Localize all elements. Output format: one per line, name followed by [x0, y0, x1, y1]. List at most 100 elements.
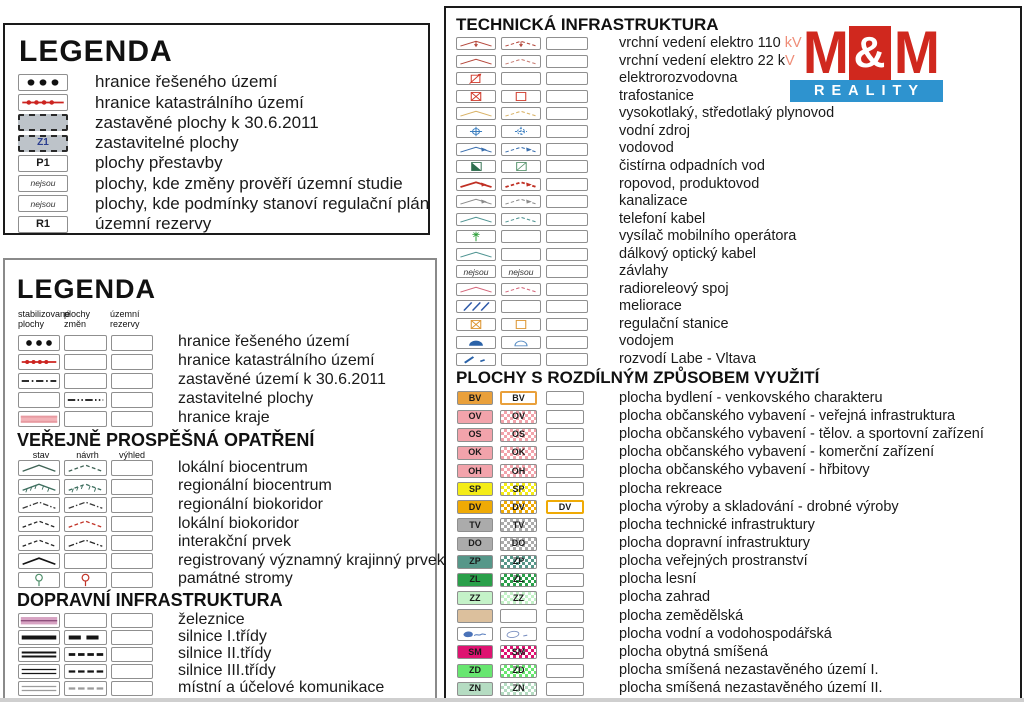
lolli-symbol [64, 571, 107, 588]
legend-rows: hranice řešeného území hranice katastráln… [5, 333, 435, 428]
legend-row: hranice řešeného území [5, 72, 428, 92]
chev-symbol [501, 212, 541, 226]
checker-symbol: SM [500, 645, 537, 660]
sqo-symbol [501, 318, 541, 332]
empty-symbol-box [111, 664, 153, 680]
dashdot-symbol [18, 372, 60, 389]
legend-label: zastavěné území k 30.6.2011 [178, 371, 386, 389]
legend-label: registrovaný významný krajinný prvek [178, 551, 445, 569]
legend-label: plocha smíšená nezastavěného území I. [619, 661, 879, 678]
empty-symbol-box [546, 212, 588, 226]
fill-symbol: SM [457, 645, 493, 660]
sqx-symbol [456, 89, 496, 103]
column-header: stabilizované plochy [18, 309, 71, 330]
legend-row: silnice III.třídy [5, 662, 435, 680]
empty-symbol-box [546, 391, 584, 406]
empty-symbol-box [111, 630, 153, 646]
empty-symbol-box [111, 353, 153, 370]
legend-row: DO DO plocha dopravní infrastruktury [446, 535, 1020, 553]
checker-symbol: TV [500, 518, 537, 533]
legend-label: trafostanice [619, 87, 694, 104]
legend-label: plocha smíšená nezastavěného území II. [619, 680, 883, 697]
legend-label: vrchní vedení elektro 110 kV [619, 35, 802, 52]
legend-rows: železnice silnice I.třídy silnice II.třídy… [5, 611, 435, 697]
legend-row: vrchní vedení elektro 110 kV [446, 35, 1020, 53]
legend-row: nejsou nejsou závlahy [446, 263, 1020, 281]
empty-symbol-box [500, 609, 537, 624]
logo-ampersand: & [853, 28, 886, 77]
chev-symbol [456, 282, 496, 296]
legend-label: vysílač mobilního operátora [619, 228, 797, 245]
legend-label: plocha občanského vybavení - komerční za… [619, 444, 935, 461]
column-header: výhled [118, 450, 145, 460]
section-title-transport: DOPRAVNÍ INFRASTRUKTURA [17, 590, 283, 611]
legend-row: zastavitelné plochy [5, 390, 435, 409]
note-symbol: nejsou [18, 175, 68, 193]
legend-row: SM SM plocha obytná smíšená [446, 643, 1020, 661]
legend-row: plocha zemědělská [446, 607, 1020, 625]
legend-label: zastavitelné plochy [178, 390, 314, 408]
legend-label: plochy přestavby [95, 153, 223, 173]
note-symbol: nejsou [456, 265, 496, 279]
note-symbol: nejsou [501, 265, 541, 279]
fill-symbol: ZP [457, 554, 493, 569]
empty-symbol-box [111, 334, 153, 351]
legend-label: rozvodí Labe - Vltava [619, 351, 757, 367]
hatch-symbol [456, 300, 496, 314]
fill-symbol: OV [457, 409, 493, 424]
pinkband-symbol [18, 410, 60, 427]
legend-row: zastavěné území k 30.6.2011 [5, 371, 435, 390]
sqo-symbol [501, 89, 541, 103]
legend-label: radioreleový spoj [619, 280, 729, 297]
sqhalf-symbol [456, 160, 496, 174]
chev-symbol [18, 534, 60, 551]
empty-symbol-box [501, 247, 541, 261]
roadbar-symbol [18, 630, 60, 646]
empty-symbol-box [501, 353, 541, 367]
legend-label: plocha lesní [619, 571, 697, 588]
empty-symbol-box [546, 335, 588, 349]
empty-symbol-box [546, 482, 584, 497]
empty-symbol-box [111, 460, 153, 477]
fill-symbol: DO [457, 536, 493, 551]
blobf-symbol [457, 627, 493, 642]
legend-row: OV OV plocha občanského vybavení - veřejná… [446, 408, 1020, 426]
empty-symbol-box [111, 478, 153, 495]
rail-symbol [18, 613, 60, 629]
checker-symbol: ZD [500, 663, 537, 678]
chev-symbol [456, 107, 496, 121]
column-headers: stabilizované plochy plochy změn územní rezer… [5, 309, 435, 331]
legend-label: vrchní vedení elektro 22 kV [619, 52, 795, 69]
empty-symbol-box [546, 572, 584, 587]
fill-symbol: ZD [457, 663, 493, 678]
empty-symbol-box [546, 177, 588, 191]
legend-panel-detailed: LEGENDA stabilizované plochy plochy změn úze… [3, 258, 445, 700]
empty-symbol-box [546, 409, 584, 424]
legend-row: památné stromy [5, 571, 435, 590]
legend-label: plocha vodní a vodohospodářská [619, 625, 832, 642]
empty-symbol-box [546, 681, 584, 696]
fill-symbol: OK [457, 445, 493, 460]
cross-symbol [456, 125, 496, 138]
legend-label: místní a účelové komunikace [178, 679, 385, 697]
chev-symbol [18, 553, 60, 570]
checker-symbol: OK [500, 445, 537, 460]
flower-symbol [456, 230, 496, 244]
empty-symbol-box [546, 160, 588, 174]
legend-row: hranice katastrálního území [5, 352, 435, 371]
logo-letter-m: M [802, 19, 848, 86]
legend-row: lokální biokoridor [5, 515, 435, 534]
empty-symbol-box [546, 54, 588, 68]
fill-symbol: DV [457, 500, 493, 515]
legend-row: plocha vodní a vodohospodářská [446, 625, 1020, 643]
legend-label: plocha výroby a skladování - drobné výro… [619, 498, 899, 515]
chev-symbol [501, 282, 541, 296]
legend-row: kanalizace [446, 193, 1020, 211]
label-overlap-text: V [785, 52, 795, 69]
legend-label: plocha občanského vybavení - hřbitovy [619, 462, 870, 479]
legend-row: vysílač mobilního operátora [446, 228, 1020, 246]
column-header: plochy změn [64, 309, 91, 330]
lolli-symbol [18, 571, 60, 588]
legend-row: elektrorozvodovna [446, 70, 1020, 88]
legend-row: vysokotlaký, středotlaký plynovod [446, 105, 1020, 123]
